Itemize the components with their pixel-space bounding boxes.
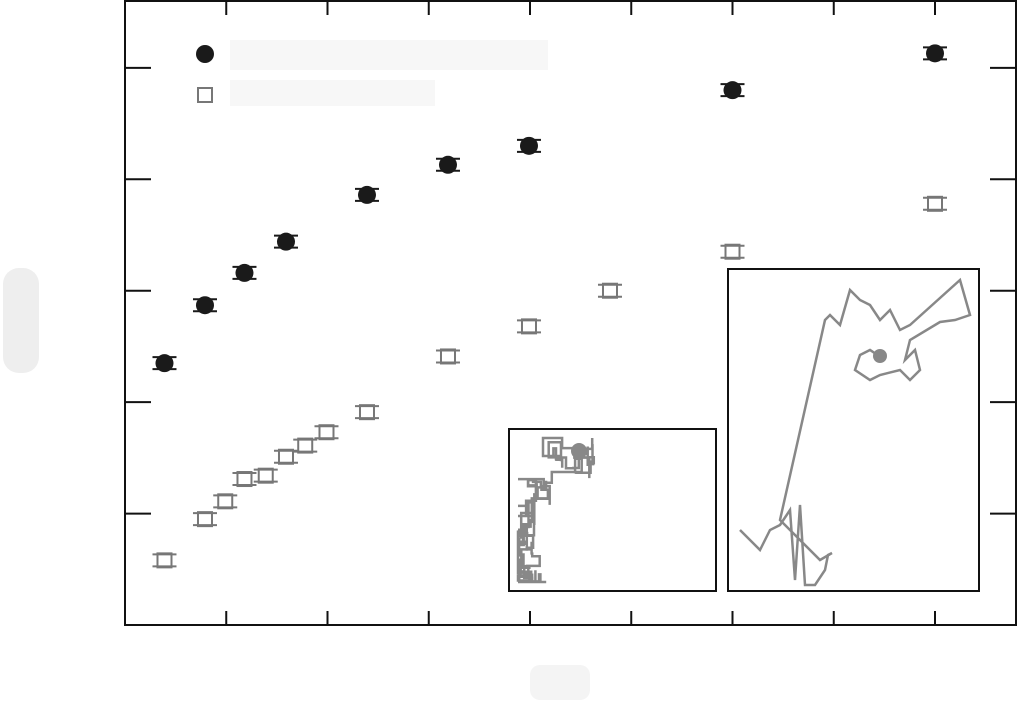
data-point <box>520 318 537 335</box>
data-point <box>358 404 375 421</box>
data-point <box>439 348 456 365</box>
legend-text-blur <box>230 40 548 70</box>
data-point <box>519 136 538 155</box>
data-point <box>601 282 618 299</box>
legend-text-blur <box>230 80 435 106</box>
legend-marker <box>196 45 214 63</box>
data-point <box>297 437 314 454</box>
y-label-blur <box>3 268 39 373</box>
x-label-blur <box>530 665 590 700</box>
inset-walks <box>516 277 972 587</box>
data-point <box>926 44 944 63</box>
data-point <box>236 471 253 488</box>
legend-marker <box>197 87 213 103</box>
inset-right <box>727 268 980 592</box>
data-point <box>724 243 741 260</box>
data-point <box>927 195 943 212</box>
data-point <box>438 155 457 174</box>
data-point <box>156 552 173 569</box>
plot-frame <box>124 0 1017 626</box>
data-point <box>277 448 294 465</box>
data-point <box>196 511 213 528</box>
data-point <box>155 354 174 373</box>
data-point <box>235 263 254 282</box>
data-point <box>276 232 295 251</box>
data-point <box>217 493 234 510</box>
walk-start <box>571 443 587 459</box>
data-point <box>318 424 335 441</box>
walk-start <box>873 349 887 363</box>
walk-path <box>739 277 972 587</box>
data-point <box>357 185 376 204</box>
data-point <box>195 296 214 315</box>
data-point <box>257 467 274 484</box>
data-point <box>723 81 742 100</box>
